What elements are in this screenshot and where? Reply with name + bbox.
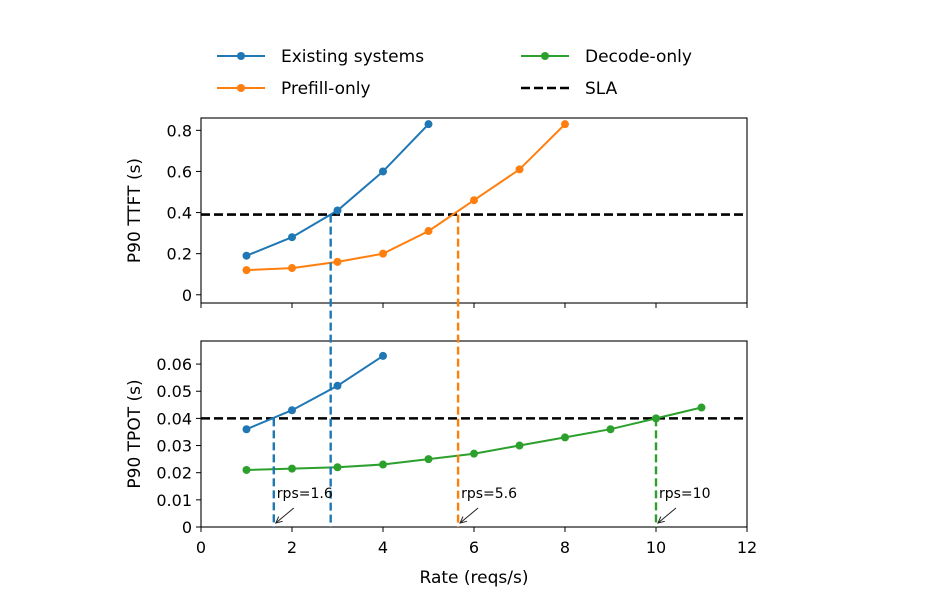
bottom-point-decode-only <box>379 460 387 469</box>
bottom-ytick-label: 0.05 <box>156 382 192 401</box>
top-ytick-label: 0.2 <box>167 245 192 264</box>
annotation-arrow <box>459 507 479 524</box>
annotation-label: rps=10 <box>659 486 710 502</box>
xtick-label: 12 <box>737 538 757 557</box>
bottom-ylabel: P90 TPOT (s) <box>125 379 145 488</box>
top-point-existing-systems <box>424 120 433 129</box>
bottom-point-decode-only <box>515 441 524 450</box>
xlabel: Rate (reqs/s) <box>420 568 529 588</box>
bottom-point-existing-systems <box>288 406 296 415</box>
legend-label-sla: SLA <box>585 79 618 99</box>
legend-marker-existing-systems <box>237 52 245 60</box>
top-ytick-label: 0 <box>182 286 192 305</box>
bottom-point-decode-only <box>561 433 569 442</box>
top-point-prefill-only <box>515 165 524 174</box>
bottom-point-existing-systems <box>379 351 387 360</box>
bottom-point-decode-only <box>288 464 296 473</box>
legend: Existing systems Decode-only Prefill-only S… <box>217 47 692 99</box>
top-point-prefill-only <box>561 120 569 129</box>
bottom-ytick-label: 0.01 <box>156 491 192 510</box>
top-point-prefill-only <box>424 227 433 236</box>
bottom-point-decode-only <box>606 425 615 434</box>
bottom-ytick-label: 0.06 <box>156 355 192 374</box>
top-frame <box>200 117 748 304</box>
xtick-label: 0 <box>196 538 206 557</box>
top-series-line-prefill-only <box>246 123 566 272</box>
top-point-prefill-only <box>242 266 251 275</box>
bottom-panel: 0 0.01 0.02 0.03 0.04 0.05 0.06 P90 TPOT (s) 0 2 4… <box>125 340 757 588</box>
bottom-series-line-decode-only <box>246 406 702 471</box>
top-point-existing-systems <box>333 206 342 215</box>
bottom-point-existing-systems <box>242 425 251 434</box>
bottom-ytick-label: 0.02 <box>156 464 192 483</box>
xtick-label: 6 <box>469 538 479 557</box>
annotation-arrowhead <box>459 516 468 524</box>
annotation-label: rps=5.6 <box>461 486 517 502</box>
top-series-line-existing-systems <box>246 123 430 257</box>
top-point-prefill-only <box>379 249 387 258</box>
bottom-point-existing-systems <box>333 381 342 390</box>
bottom-ytick-label: 0 <box>182 518 192 537</box>
annotation-arrow <box>657 507 677 524</box>
top-point-prefill-only <box>470 196 478 205</box>
legend-label-existing-systems: Existing systems <box>281 47 424 67</box>
annotations: rps=1.6 rps=5.6 rps=10 <box>274 486 710 524</box>
bottom-ytick-label: 0.03 <box>156 437 192 456</box>
bottom-series-line-existing-systems <box>246 355 384 431</box>
top-ylabel: P90 TTFT (s) <box>125 158 145 263</box>
top-point-existing-systems <box>242 251 251 260</box>
annotation-arrowhead <box>657 516 665 524</box>
top-ytick-label: 0.8 <box>167 121 192 140</box>
top-point-existing-systems <box>288 233 296 242</box>
top-ytick-label: 0.4 <box>167 204 192 223</box>
annotation-arrow <box>275 507 295 524</box>
bottom-point-decode-only <box>333 463 342 472</box>
legend-label-decode-only: Decode-only <box>585 47 692 67</box>
bottom-point-decode-only <box>242 465 251 474</box>
top-panel: 0 0.2 0.4 0.6 0.8 P90 TTFT (s) <box>125 117 748 308</box>
xtick-label: 10 <box>646 538 666 557</box>
top-point-prefill-only <box>288 264 296 273</box>
top-ytick-label: 0.6 <box>167 162 192 181</box>
xtick-label: 2 <box>287 538 297 557</box>
legend-marker-decode-only <box>541 52 549 60</box>
annotation-label: rps=1.6 <box>277 486 333 502</box>
top-point-prefill-only <box>333 257 342 266</box>
bottom-point-decode-only <box>697 403 706 412</box>
bottom-point-decode-only <box>470 449 478 458</box>
xtick-label: 8 <box>560 538 570 557</box>
annotation-arrowhead <box>274 516 283 524</box>
legend-marker-prefill-only <box>237 84 245 92</box>
bottom-point-decode-only <box>424 455 433 464</box>
xtick-label: 4 <box>378 538 388 557</box>
intersection-lines <box>272 214 658 527</box>
bottom-ytick-label: 0.04 <box>156 409 192 428</box>
legend-label-prefill-only: Prefill-only <box>281 79 371 99</box>
top-point-existing-systems <box>379 167 387 176</box>
